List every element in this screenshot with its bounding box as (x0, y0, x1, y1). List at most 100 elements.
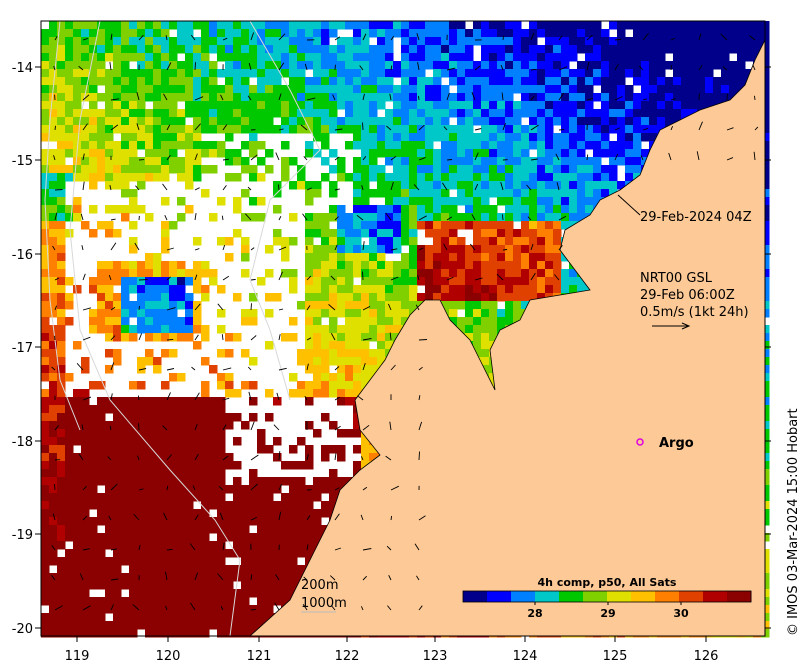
sst-cell (97, 469, 106, 478)
sst-cell (433, 293, 442, 302)
sst-cell (97, 77, 106, 86)
sst-cell (457, 141, 466, 150)
sst-cell (353, 261, 362, 270)
sst-cell (545, 285, 554, 294)
sst-cell (113, 149, 122, 158)
sst-cell (97, 21, 106, 30)
sst-cell (265, 109, 274, 118)
sst-cell (161, 173, 170, 182)
sst-cell (57, 293, 66, 302)
sst-cell (105, 37, 114, 46)
sst-cell (609, 165, 618, 174)
sst-cell (265, 93, 274, 102)
sst-cell (145, 277, 154, 286)
sst-cell (353, 29, 362, 38)
sst-cell (241, 117, 250, 126)
sst-cell (233, 205, 242, 214)
sst-cell (185, 69, 194, 78)
sst-cell (41, 149, 50, 158)
sst-cell (57, 261, 66, 270)
sst-cell (505, 245, 514, 254)
sst-cell (417, 261, 426, 270)
sst-cell (601, 93, 610, 102)
sst-cell (737, 29, 746, 38)
sst-cell (273, 229, 282, 238)
sst-cell (305, 349, 314, 358)
sst-cell (329, 493, 338, 502)
sst-cell (113, 261, 122, 270)
sst-cell (473, 61, 482, 70)
sst-cell (361, 269, 370, 278)
sst-cell (697, 45, 706, 54)
sst-cell (57, 213, 66, 222)
sst-cell (273, 45, 282, 54)
sst-cell (169, 101, 178, 110)
sst-cell (313, 493, 322, 502)
sst-cell (633, 45, 642, 54)
sst-cell (633, 109, 642, 118)
sst-cell (345, 213, 354, 222)
sst-cell (433, 21, 442, 30)
sst-cell (737, 69, 746, 78)
sst-cell (337, 93, 346, 102)
sst-cell (121, 405, 130, 414)
sst-cell (545, 93, 554, 102)
sst-cell (201, 445, 210, 454)
sst-cell (569, 29, 578, 38)
sst-cell (745, 29, 754, 38)
sst-cell (65, 405, 74, 414)
sst-cell (577, 69, 586, 78)
sst-cell (73, 405, 82, 414)
sst-cell (161, 485, 170, 494)
sst-cell (113, 85, 122, 94)
sst-cell (745, 69, 754, 78)
sst-cell (281, 173, 290, 182)
sst-cell (385, 229, 394, 238)
sst-cell (433, 85, 442, 94)
sst-cell (433, 189, 442, 198)
sst-cell (369, 125, 378, 134)
sst-cell (273, 237, 282, 246)
sst-cell (153, 325, 162, 334)
sst-cell (137, 309, 146, 318)
sst-cell (249, 381, 258, 390)
sst-cell (409, 117, 418, 126)
sst-cell (377, 285, 386, 294)
sst-cell (57, 317, 66, 326)
sst-cell (681, 53, 690, 62)
sst-cell (393, 157, 402, 166)
sst-cell (49, 69, 58, 78)
sst-cell (377, 21, 386, 30)
sst-cell (89, 21, 98, 30)
sst-cell (345, 333, 354, 342)
sst-cell (553, 245, 562, 254)
sst-cell (473, 189, 482, 198)
sst-cell (257, 197, 266, 206)
sst-cell (641, 85, 650, 94)
sst-cell (553, 101, 562, 110)
sst-cell (225, 381, 234, 390)
sst-cell (393, 133, 402, 142)
sst-cell (321, 269, 330, 278)
sst-cell (241, 509, 250, 518)
sst-cell (313, 277, 322, 286)
sst-cell (657, 77, 666, 86)
sst-cell (145, 69, 154, 78)
sst-cell (121, 173, 130, 182)
sst-cell (209, 421, 218, 430)
sst-cell (65, 125, 74, 134)
sst-cell (81, 445, 90, 454)
sst-cell (113, 37, 122, 46)
sst-cell (121, 85, 130, 94)
sst-cell (729, 61, 738, 70)
sst-cell (385, 221, 394, 230)
sst-cell (153, 525, 162, 534)
sst-cell (177, 269, 186, 278)
sst-cell (233, 157, 242, 166)
sst-cell (489, 93, 498, 102)
sst-cell (513, 141, 522, 150)
sst-cell (369, 285, 378, 294)
sst-cell (585, 21, 594, 30)
sst-cell (49, 341, 58, 350)
sst-cell (73, 397, 82, 406)
